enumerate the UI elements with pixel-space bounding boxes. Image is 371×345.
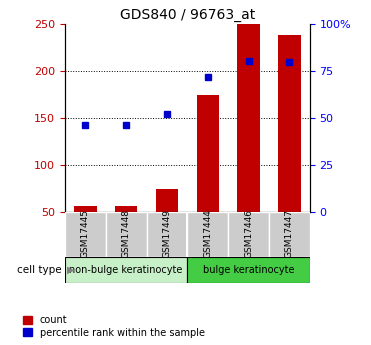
Text: GSM17448: GSM17448 (122, 209, 131, 258)
Text: bulge keratinocyte: bulge keratinocyte (203, 265, 294, 275)
FancyBboxPatch shape (65, 257, 187, 283)
Title: GDS840 / 96763_at: GDS840 / 96763_at (120, 8, 255, 22)
Bar (237, 24, 260, 212)
FancyBboxPatch shape (269, 212, 310, 257)
Bar (115, 206, 137, 212)
FancyBboxPatch shape (187, 212, 228, 257)
FancyBboxPatch shape (187, 257, 310, 283)
Text: GSM17444: GSM17444 (203, 209, 212, 258)
Bar (156, 189, 178, 212)
Bar (197, 95, 219, 212)
Bar (278, 36, 301, 212)
Text: GSM17449: GSM17449 (162, 209, 171, 258)
FancyBboxPatch shape (65, 212, 106, 257)
FancyBboxPatch shape (228, 212, 269, 257)
Text: GSM17447: GSM17447 (285, 209, 294, 258)
Bar (74, 206, 96, 212)
Text: ▶: ▶ (67, 265, 74, 275)
Text: GSM17445: GSM17445 (81, 209, 90, 258)
Text: non-bulge keratinocyte: non-bulge keratinocyte (69, 265, 183, 275)
Text: GSM17446: GSM17446 (244, 209, 253, 258)
Text: cell type: cell type (17, 265, 61, 275)
FancyBboxPatch shape (106, 212, 147, 257)
Legend: count, percentile rank within the sample: count, percentile rank within the sample (23, 315, 205, 338)
FancyBboxPatch shape (147, 212, 187, 257)
